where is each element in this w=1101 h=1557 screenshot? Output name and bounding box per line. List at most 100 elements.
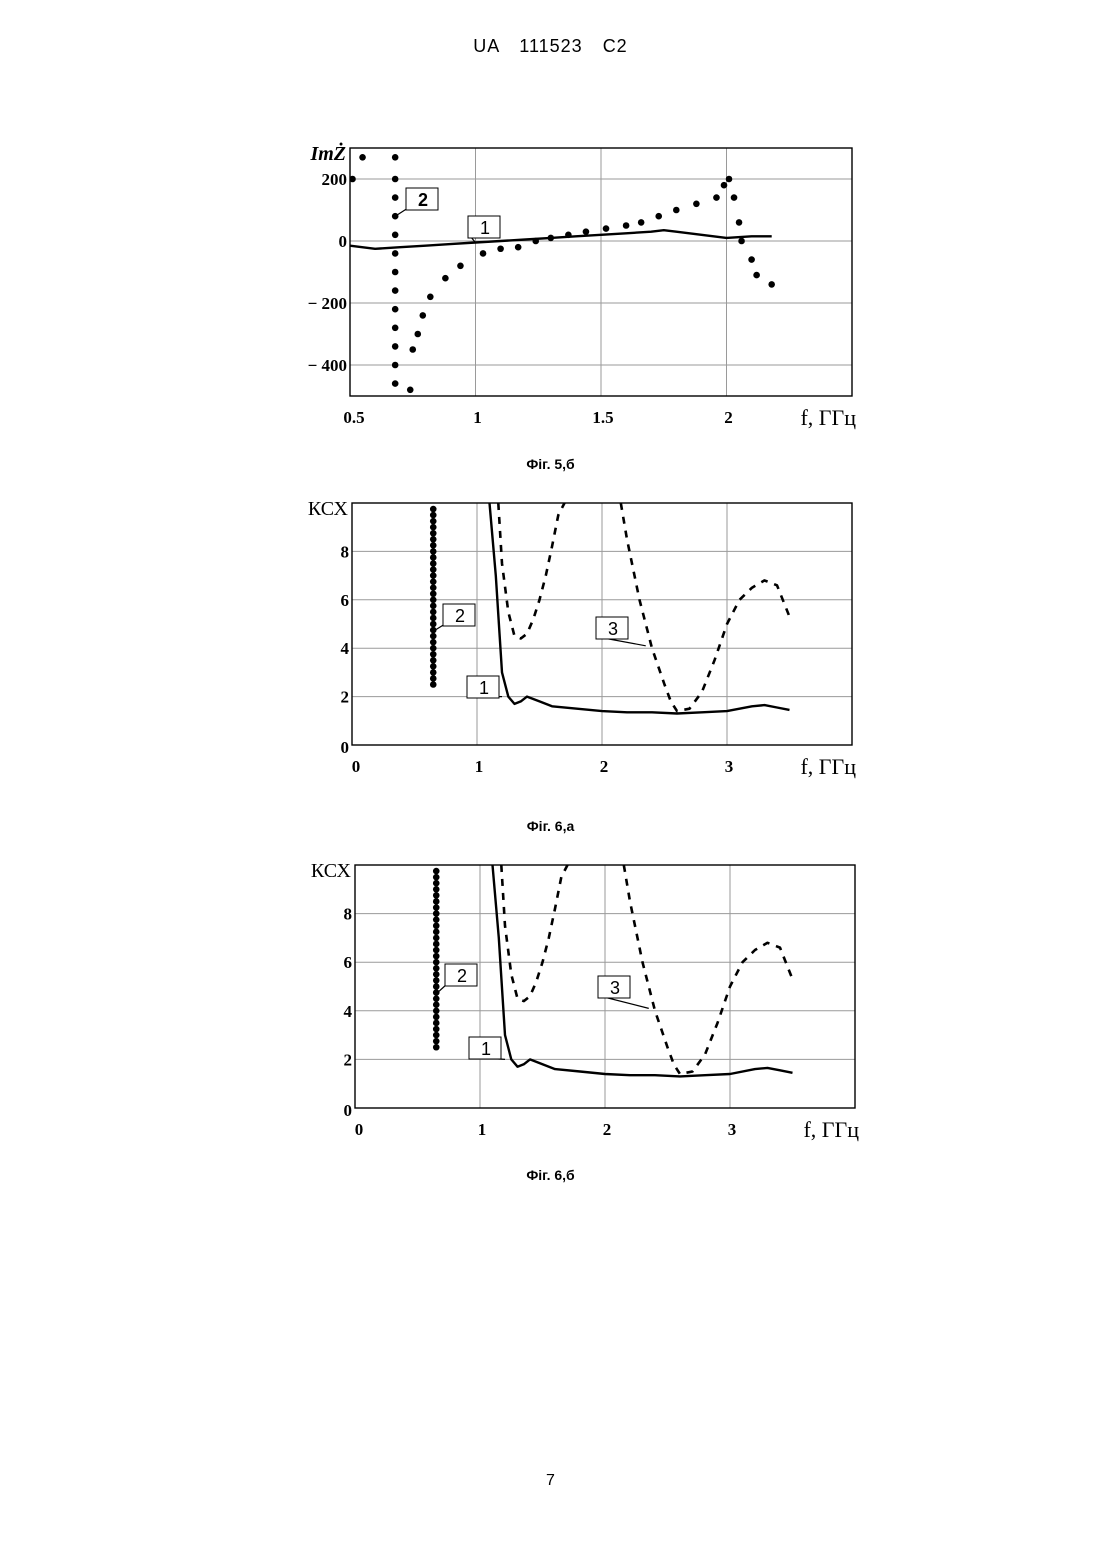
y-tick-label: 4 <box>344 1002 353 1021</box>
data-point-series-2 <box>433 977 440 984</box>
data-point-series-2 <box>748 256 755 263</box>
series-line-3 <box>501 865 792 1074</box>
data-point-series-2 <box>392 250 399 257</box>
page-number: 7 <box>0 1472 1101 1490</box>
data-point-series-2 <box>430 633 437 640</box>
data-point-series-2 <box>430 578 437 585</box>
data-point-series-2 <box>430 506 437 513</box>
data-point-series-2 <box>430 597 437 604</box>
data-point-series-2 <box>433 892 440 899</box>
data-point-series-2 <box>430 572 437 579</box>
data-point-series-2 <box>623 222 630 229</box>
data-point-series-2 <box>430 621 437 628</box>
x-axis-label: f, ГГц <box>800 754 856 779</box>
series-label: 2 <box>457 966 467 986</box>
data-point-series-2 <box>738 238 745 245</box>
data-point-series-2 <box>430 530 437 537</box>
data-point-series-2 <box>430 584 437 591</box>
data-point-series-2 <box>430 536 437 543</box>
data-point-series-2 <box>736 219 743 226</box>
data-point-series-2 <box>433 983 440 990</box>
data-point-series-2 <box>433 965 440 972</box>
data-point-series-2 <box>433 935 440 942</box>
y-tick-label: − 400 <box>308 356 347 375</box>
series-label: 1 <box>481 1039 491 1059</box>
data-point-series-2 <box>392 287 399 294</box>
data-point-series-2 <box>433 1001 440 1008</box>
data-point-series-2 <box>359 154 366 161</box>
data-point-series-2 <box>731 194 738 201</box>
x-tick-label: 1 <box>478 1120 487 1139</box>
figure-6b-chart: 012324680КСХf, ГГц123 <box>0 852 1101 1152</box>
data-point-series-2 <box>430 675 437 682</box>
data-point-series-2 <box>430 657 437 664</box>
data-point-series-2 <box>713 194 720 201</box>
data-point-series-2 <box>433 1038 440 1045</box>
x-tick-label: 3 <box>725 757 734 776</box>
y-tick-label: 0 <box>339 232 348 251</box>
y-tick-label: 8 <box>344 905 353 924</box>
data-point-series-2 <box>583 228 590 235</box>
data-point-series-2 <box>693 201 700 208</box>
series-label: 2 <box>455 606 465 626</box>
data-point-series-2 <box>433 874 440 881</box>
data-point-series-2 <box>433 868 440 875</box>
data-point-series-2 <box>457 263 464 270</box>
figure-5b-chart: 0.511.522000− 200− 400ImŻf, ГГц12 <box>0 130 1101 440</box>
series-label: 1 <box>480 218 490 238</box>
data-point-series-2 <box>433 941 440 948</box>
data-point-series-2 <box>532 238 539 245</box>
data-point-series-2 <box>433 1020 440 1027</box>
y-tick-label: 6 <box>341 591 350 610</box>
x-tick-label: 2 <box>603 1120 612 1139</box>
data-point-series-2 <box>430 651 437 658</box>
data-point-series-2 <box>430 645 437 652</box>
data-point-series-2 <box>430 560 437 567</box>
data-point-series-2 <box>433 995 440 1002</box>
data-point-series-2 <box>392 343 399 350</box>
y-axis-label: ImŻ <box>309 141 346 165</box>
y-tick-label: 0 <box>341 738 350 757</box>
data-point-series-2 <box>409 346 416 353</box>
data-point-series-2 <box>430 512 437 519</box>
data-point-series-2 <box>433 910 440 917</box>
series-label: 3 <box>610 978 620 998</box>
data-point-series-2 <box>603 225 610 232</box>
data-point-series-2 <box>430 681 437 688</box>
data-point-series-2 <box>497 245 504 252</box>
y-tick-label: 6 <box>344 953 353 972</box>
x-tick-label: 2 <box>600 757 609 776</box>
x-tick-label: 1.5 <box>592 408 613 427</box>
y-axis-label: КСХ <box>308 498 349 520</box>
y-axis-label: КСХ <box>311 860 352 882</box>
series-label: 2 <box>418 190 428 210</box>
data-point-series-2 <box>548 235 555 242</box>
data-point-series-2 <box>433 886 440 893</box>
data-point-series-2 <box>414 331 421 338</box>
figure-5b-caption: Фіг. 5,б <box>0 456 1101 472</box>
series-label: 3 <box>608 619 618 639</box>
data-point-series-2 <box>392 306 399 313</box>
data-point-series-2 <box>655 213 662 220</box>
y-tick-label: 2 <box>341 688 350 707</box>
y-tick-label: − 200 <box>308 294 347 313</box>
data-point-series-2 <box>433 971 440 978</box>
data-point-series-2 <box>638 219 645 226</box>
series-line-1 <box>350 230 772 249</box>
data-point-series-2 <box>565 232 572 239</box>
data-point-series-2 <box>433 898 440 905</box>
data-point-series-2 <box>753 272 760 279</box>
data-point-series-2 <box>430 609 437 616</box>
data-point-series-2 <box>480 250 487 257</box>
x-tick-label: 0 <box>355 1120 364 1139</box>
x-axis-label: f, ГГц <box>800 405 856 430</box>
y-tick-label: 0 <box>344 1101 353 1120</box>
data-point-series-2 <box>430 524 437 531</box>
data-point-series-2 <box>430 590 437 597</box>
data-point-series-2 <box>392 325 399 332</box>
figure-6b-caption: Фіг. 6,б <box>0 1167 1101 1183</box>
x-tick-label: 1 <box>473 408 482 427</box>
x-tick-label: 2 <box>724 408 733 427</box>
y-tick-label: 8 <box>341 542 350 561</box>
data-point-series-2 <box>430 548 437 555</box>
